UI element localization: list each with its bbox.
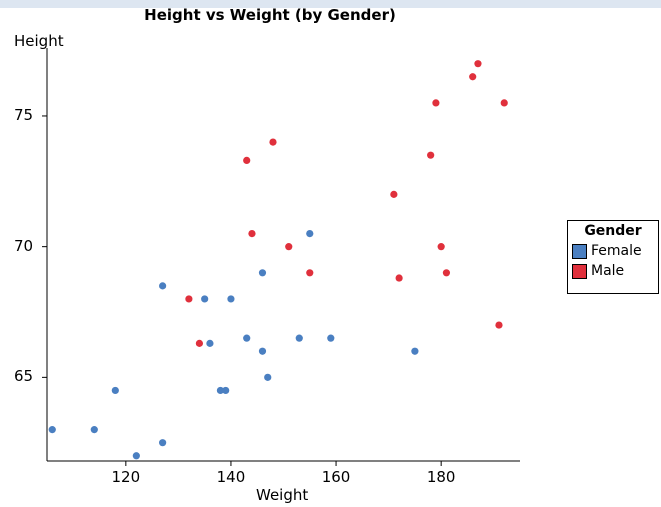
y-tick-label: 65	[14, 367, 34, 386]
point-female	[411, 347, 419, 355]
point-male	[432, 99, 440, 107]
point-male	[285, 243, 293, 251]
point-female	[258, 347, 267, 355]
point-male	[195, 339, 204, 347]
x-tick-label: 120	[111, 468, 141, 486]
point-female	[258, 269, 267, 277]
point-male	[395, 274, 403, 282]
point-female	[216, 386, 225, 395]
window-top-band	[0, 0, 661, 8]
legend-swatch-male	[572, 264, 587, 279]
legend-title: Gender	[584, 223, 642, 239]
point-female	[201, 295, 209, 303]
point-female	[111, 386, 119, 395]
x-tick-label: 140	[216, 468, 246, 486]
point-female	[206, 339, 214, 347]
point-female	[243, 334, 251, 342]
point-male	[427, 151, 435, 159]
y-tick-label: 70	[14, 236, 34, 255]
point-male	[185, 295, 193, 303]
x-axis-label: Weight	[256, 486, 309, 504]
point-male	[474, 60, 482, 68]
x-tick-label: 180	[426, 468, 456, 486]
legend: Gender Female Male	[567, 220, 659, 294]
point-male	[495, 321, 503, 329]
point-male	[306, 269, 314, 277]
point-male	[390, 190, 398, 198]
point-male	[500, 99, 508, 107]
point-female	[48, 426, 56, 434]
point-female	[227, 295, 235, 303]
point-female	[327, 334, 335, 342]
point-female	[295, 334, 303, 342]
point-female	[90, 426, 98, 434]
point-male	[442, 269, 451, 277]
legend-label-male: Male	[591, 263, 625, 279]
y-axis-label: Height	[14, 32, 64, 50]
point-female	[132, 452, 140, 460]
axes	[42, 48, 520, 466]
point-male	[469, 73, 477, 81]
chart-title: Height vs Weight (by Gender)	[144, 6, 396, 24]
point-male	[437, 243, 445, 251]
point-female	[264, 373, 272, 381]
point-male	[248, 229, 256, 238]
point-female	[159, 439, 167, 447]
point-female	[159, 282, 167, 290]
point-female	[222, 386, 230, 395]
data-points	[48, 60, 508, 460]
legend-label-female: Female	[591, 243, 642, 259]
point-male	[243, 156, 251, 164]
legend-swatch-female	[572, 244, 587, 259]
x-tick-label: 160	[321, 468, 351, 486]
point-female	[306, 229, 314, 238]
point-male	[269, 138, 277, 146]
y-tick-label: 75	[14, 105, 34, 124]
